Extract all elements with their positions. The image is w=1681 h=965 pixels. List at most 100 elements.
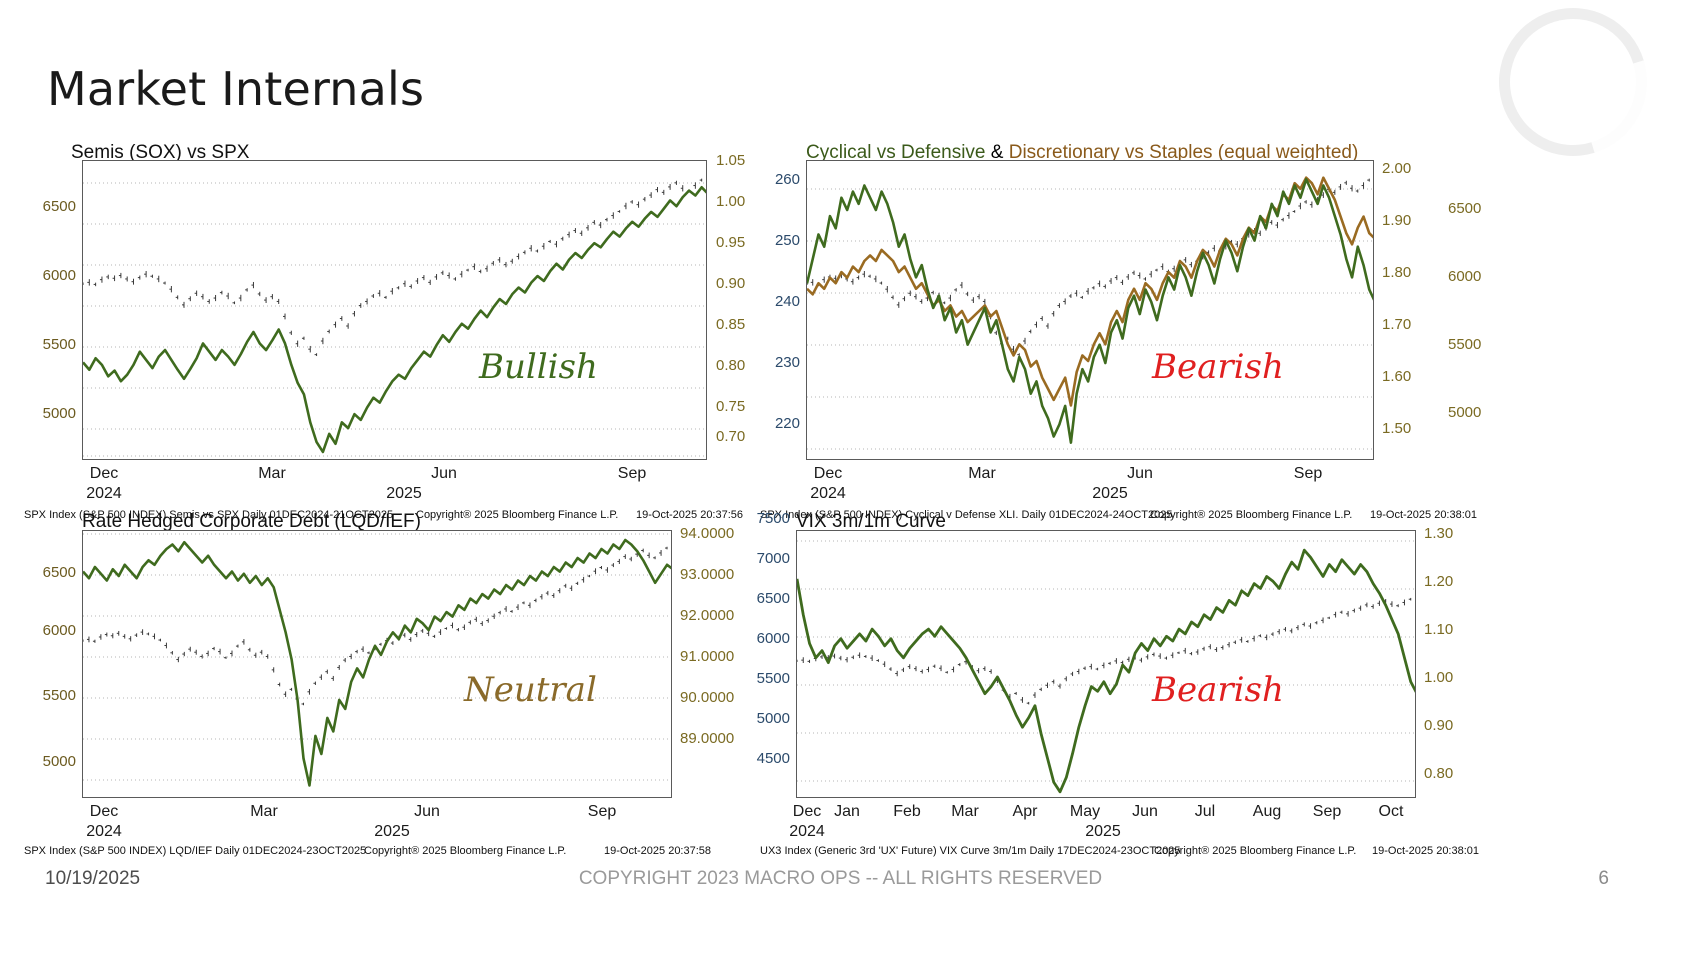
y-right-tick: 89.0000 [680, 730, 735, 747]
y-right-tick: 90.0000 [680, 689, 735, 706]
y-left-tick: 260 [774, 171, 800, 188]
plot-svg-semis [83, 178, 706, 457]
x-year-label: 2025 [1085, 823, 1121, 840]
y-left-tick: 6000 [756, 630, 790, 647]
gridlines [83, 182, 706, 457]
y-right-tick: 1.00 [1424, 669, 1454, 686]
plot-area-cyclical [806, 160, 1374, 460]
y-right-tick: 0.80 [1424, 765, 1454, 782]
x-tick-label: Jan [834, 803, 860, 820]
x-year-label: 2025 [374, 823, 410, 840]
plot-svg-cyclical [807, 176, 1373, 450]
x-tick-label: Sep [587, 803, 617, 820]
chart-caption-mid: Copyright® 2025 Bloomberg Finance L.P. [1150, 509, 1353, 521]
verdict-semis: Bullish [479, 347, 598, 387]
x-tick-label: Dec [89, 465, 119, 482]
spx-bar-series [83, 178, 703, 357]
verdict-lqd-ief: Neutral [464, 670, 597, 710]
y-right-tick: 91.0000 [680, 648, 735, 665]
chart-caption-mid: Copyright® 2025 Bloomberg Finance L.P. [1154, 845, 1357, 857]
footer-page-number: 6 [1598, 868, 1609, 889]
y-right-tick: 0.90 [716, 275, 746, 292]
y-right-tick: 1.00 [716, 193, 746, 210]
y-right-tick: 0.80 [716, 357, 746, 374]
verdict-vix: Bearish [1152, 670, 1284, 710]
x-tick-label: Jun [431, 465, 457, 482]
y-right-tick: 0.95 [716, 234, 746, 251]
chart-title-cyclical: Cyclical vs Defensive & Discretionary vs… [806, 142, 1358, 164]
gridlines [797, 540, 1415, 782]
title-part-cyclical: Cyclical vs Defensive [806, 142, 986, 163]
y-right-outer-tick: 5500 [1448, 336, 1482, 353]
y-right-outer-tick: 5000 [1448, 404, 1482, 421]
x-tick-label: Dec [813, 465, 843, 482]
y-left-tick: 220 [774, 415, 800, 432]
chart-caption-right: 19-Oct-2025 20:37:58 [604, 845, 712, 857]
chart-title-lqd-ief: Rate Hedged Corporate Debt (LQD/IEF) [82, 511, 421, 532]
x-tick-label: Apr [1012, 803, 1038, 820]
x-year-label: 2024 [810, 485, 846, 502]
chart-caption-mid: Copyright® 2025 Bloomberg Finance L.P. [416, 509, 619, 521]
x-tick-label: Sep [1293, 465, 1323, 482]
chart-panel-semis-vs-spx: Semis (SOX) vs SPX Bullish 6500 6000 550… [24, 140, 764, 540]
y-right-inner-tick: 1.80 [1382, 264, 1412, 281]
y-left-tick: 6500 [756, 590, 790, 607]
lqd-ief-line [83, 538, 671, 787]
x-year-label: 2025 [386, 485, 422, 502]
y-right-tick: 0.75 [716, 398, 746, 415]
y-right-tick: 0.90 [1424, 717, 1454, 734]
plot-svg-vix [797, 540, 1415, 794]
chart-caption-right: 19-Oct-2025 20:37:56 [636, 509, 744, 521]
plot-area-semis-vs-spx [82, 160, 707, 460]
chart-panel-vix-curve: VIX 3m/1m Curve Bearish 7500 7000 6500 6… [757, 508, 1660, 908]
x-tick-label: Jun [414, 803, 440, 820]
y-right-tick: 1.05 [716, 152, 746, 169]
chart-caption-left: UX3 Index (Generic 3rd 'UX' Future) VIX … [760, 845, 1181, 857]
y-left-tick: 5000 [756, 710, 790, 727]
x-tick-label: Sep [1312, 803, 1342, 820]
spx-bar-series [797, 597, 1412, 705]
y-left-tick: 230 [774, 354, 800, 371]
chart-caption-right: 19-Oct-2025 20:38:01 [1372, 845, 1480, 857]
x-tick-label: Jul [1194, 803, 1216, 820]
footer-copyright: COPYRIGHT 2023 MACRO OPS -- ALL RIGHTS R… [578, 868, 1103, 889]
x-tick-label: Mar [968, 465, 996, 482]
y-right-inner-tick: 1.70 [1382, 316, 1412, 333]
x-year-label: 2024 [789, 823, 825, 840]
y-left-tick: 6000 [42, 267, 76, 284]
x-tick-label: May [1069, 803, 1101, 820]
y-right-tick: 94.0000 [680, 525, 735, 542]
footer-date: 10/19/2025 [45, 868, 141, 889]
title-part-amp: & [985, 142, 1009, 163]
semis-ratio-line [83, 186, 706, 454]
y-right-tick: 1.30 [1424, 525, 1454, 542]
gridlines [807, 188, 1373, 450]
verdict-cyclical: Bearish [1152, 347, 1284, 387]
spx-bar-series [807, 178, 1370, 357]
chart-caption-mid: Copyright® 2025 Bloomberg Finance L.P. [364, 845, 567, 857]
y-left-tick: 6500 [42, 198, 76, 215]
x-tick-label: Dec [89, 803, 119, 820]
x-year-label: 2024 [86, 823, 122, 840]
y-left-tick: 5500 [42, 687, 76, 704]
x-tick-label: Jun [1132, 803, 1158, 820]
chart-panel-rate-hedged-debt: Rate Hedged Corporate Debt (LQD/IEF) Neu… [24, 508, 764, 908]
y-left-tick: 5500 [42, 336, 76, 353]
y-right-tick: 0.85 [716, 316, 746, 333]
y-right-outer-tick: 6500 [1448, 200, 1482, 217]
y-right-inner-tick: 1.50 [1382, 420, 1412, 437]
x-tick-label: Oct [1378, 803, 1404, 820]
y-right-inner-tick: 1.60 [1382, 368, 1412, 385]
x-tick-label: Sep [617, 465, 647, 482]
y-left-tick: 5000 [42, 753, 76, 770]
y-right-outer-tick: 6000 [1448, 268, 1482, 285]
chart-panel-cyclical-vs-defensive: Cyclical vs Defensive & Discretionary vs… [760, 140, 1660, 540]
y-left-tick: 6000 [42, 622, 76, 639]
y-right-tick: 1.10 [1424, 621, 1454, 638]
plot-svg-lqdief [83, 533, 671, 787]
y-right-tick: 1.20 [1424, 573, 1454, 590]
y-right-inner-tick: 2.00 [1382, 160, 1412, 177]
chart-caption-left: SPX Index (S&P 500 INDEX) Semis vs SPX D… [24, 509, 394, 521]
cyclical-defensive-line [807, 178, 1373, 444]
